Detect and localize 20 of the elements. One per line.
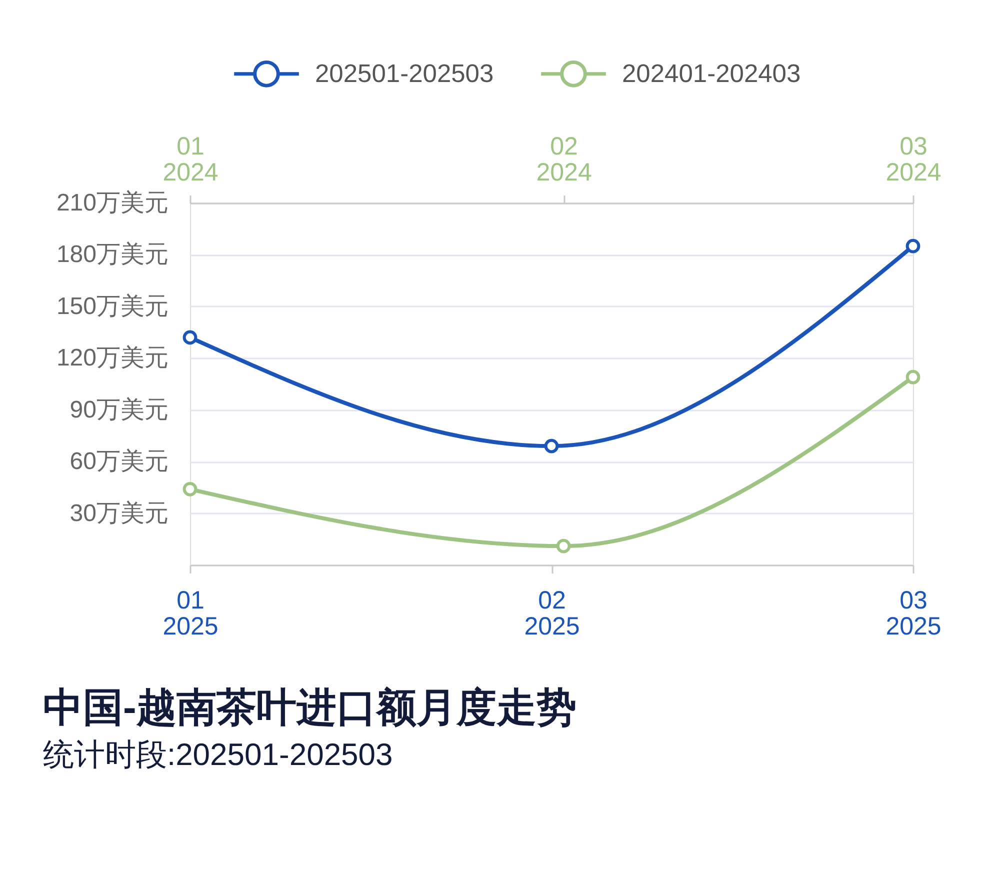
point [182,330,198,345]
x2-tick-label: 01 2024 [162,132,218,186]
point [544,438,559,454]
y-tick-label: 60万美元 [70,448,168,476]
legend-label: 202401-202403 [622,60,801,88]
point [906,238,920,254]
text: 中国-越南茶叶进口额月度走势 [42,686,576,730]
y-tick-label: 210万美元 [56,190,168,216]
y-tick-label: 120万美元 [56,344,168,372]
y-tick-label: 30万美元 [70,500,168,527]
y-tick-label: 180万美元 [56,241,168,268]
y-tick-label: 150万美元 [56,292,168,320]
x2-tick-label: 03 2024 [886,132,942,186]
y-tick-label: 90万美元 [70,396,168,424]
legend-label: 202501-202503 [315,60,494,88]
x2-tick-label: 02 2024 [536,132,592,186]
x-tick-label: 02 2025 [524,586,580,640]
x-tick-label: 01 2025 [162,586,218,640]
text: 统计时段:202501-202503 [42,737,393,772]
x-tick-label: 03 2025 [886,586,942,640]
